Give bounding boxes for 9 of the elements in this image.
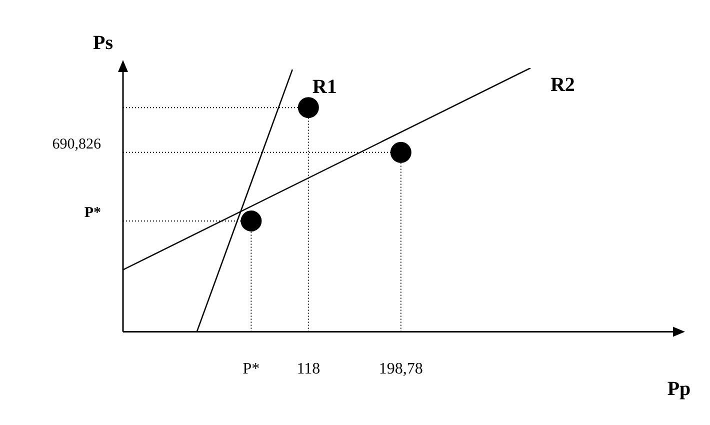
series-label: R1	[312, 76, 337, 98]
text: 690,826	[52, 136, 102, 152]
x-axis-title: Pp	[667, 378, 691, 400]
x-tick-label: 198,78	[378, 360, 423, 378]
x-tick-label: 118	[296, 360, 320, 378]
text: P*	[84, 204, 101, 221]
series-label: R2	[550, 74, 575, 96]
x-tick-label: P*	[242, 360, 260, 378]
y-axis-title: Ps	[93, 32, 114, 54]
